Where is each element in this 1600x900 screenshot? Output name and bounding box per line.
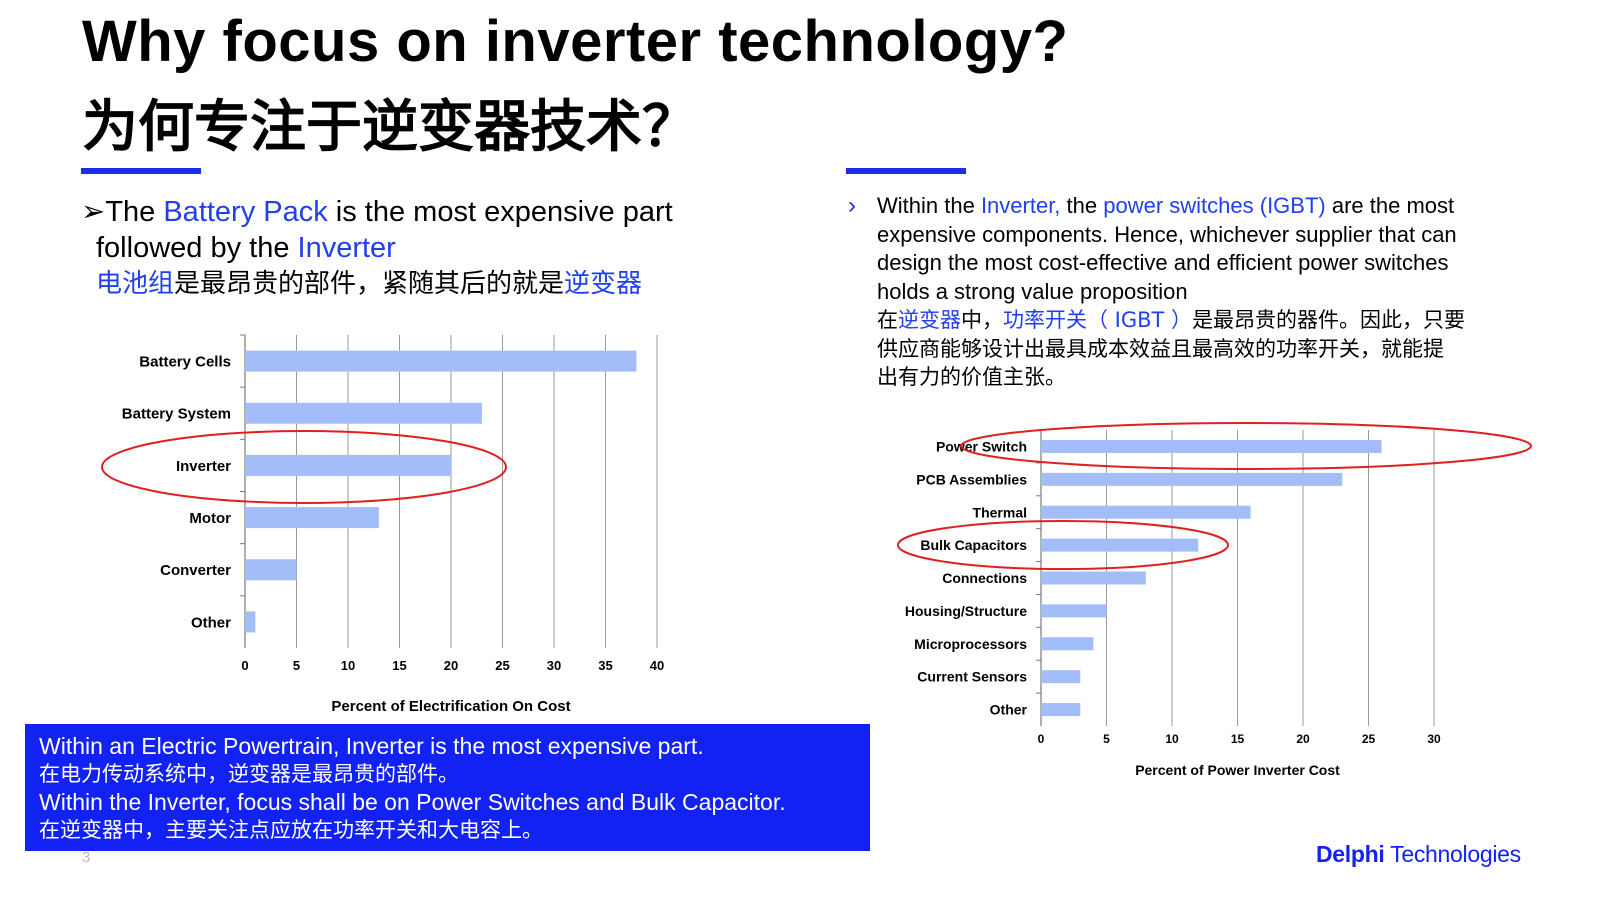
x-tick-label: 35 <box>598 658 612 673</box>
category-label: Battery Cells <box>139 353 231 370</box>
left-bullet-text-3: followed by the <box>96 232 298 264</box>
category-label: Current Sensors <box>917 669 1027 685</box>
category-label: Other <box>191 614 231 631</box>
x-tick-label: 5 <box>1103 732 1110 746</box>
category-label: Battery System <box>122 406 231 423</box>
page-number: 3 <box>82 849 91 866</box>
x-axis-title: Percent of Electrification On Cost <box>331 698 570 715</box>
bar <box>1041 538 1199 552</box>
summary-line-4: 在逆变器中，主要关注点应放在功率开关和大电容上。 <box>39 818 543 842</box>
summary-box: Within an Electric Powertrain, Inverter … <box>25 724 870 851</box>
bar <box>1041 472 1343 486</box>
right-bullet-zh-1: 在 <box>877 308 898 332</box>
bar <box>245 611 256 633</box>
bullet-chevron-icon: › <box>848 192 856 219</box>
bar <box>245 350 637 372</box>
x-tick-label: 10 <box>1165 732 1179 746</box>
left-bullet-text-2: is the most expensive part <box>327 196 673 228</box>
bar <box>1041 505 1251 519</box>
right-bullet-text-5: design the most cost-effective and effic… <box>877 250 1449 275</box>
x-tick-label: 15 <box>1231 732 1245 746</box>
bullet-arrow-icon: ➢ <box>81 196 106 228</box>
right-bullet-text-2: the <box>1060 193 1104 218</box>
bar <box>1041 439 1382 453</box>
right-bullet-text-1: Within the <box>877 193 981 218</box>
highlight-battery-pack-zh: 电池组 <box>96 269 175 299</box>
bar <box>1041 703 1081 717</box>
category-label: PCB Assemblies <box>916 471 1027 487</box>
right-bullet-zh-2: 中， <box>961 308 1003 332</box>
right-bullet-text: › Within the Inverter, the power switche… <box>848 192 1550 392</box>
bar <box>245 454 451 476</box>
highlight-inverter-zh: 逆变器 <box>564 269 643 299</box>
highlight-power-switches: power switches (IGBT) <box>1103 193 1326 218</box>
x-tick-label: 10 <box>341 658 355 673</box>
x-tick-label: 40 <box>650 658 664 673</box>
highlight-ellipse <box>101 430 507 504</box>
bar <box>245 402 482 424</box>
summary-line-2: 在电力传动系统中，逆变器是最昂贵的部件。 <box>39 762 459 786</box>
right-bullet-text-6: holds a strong value proposition <box>877 278 1188 304</box>
x-tick-label: 30 <box>547 658 561 673</box>
accent-bar-left <box>81 168 201 174</box>
logo-bold: Delphi <box>1316 841 1385 867</box>
highlight-ellipse <box>960 422 1532 470</box>
logo-regular: Technologies <box>1384 841 1521 867</box>
category-label: Housing/Structure <box>905 603 1027 619</box>
highlight-inverter-right: Inverter, <box>980 193 1061 218</box>
left-bullet-text-1: The <box>105 196 164 228</box>
x-tick-label: 0 <box>241 658 248 673</box>
slide-title-en: Why focus on inverter technology? <box>82 9 1069 74</box>
x-tick-label: 15 <box>392 658 406 673</box>
company-logo: Delphi Technologies <box>1316 841 1521 868</box>
bar <box>245 559 297 581</box>
bar <box>1041 571 1146 585</box>
bar <box>245 507 379 529</box>
category-label: Motor <box>189 510 231 527</box>
right-bullet-zh-3: 是最昂贵的器件。因此，只要 <box>1192 308 1466 332</box>
category-label: Inverter <box>176 458 231 475</box>
slide-title-zh: 为何专注于逆变器技术？ <box>82 95 698 160</box>
category-label: Power Switch <box>936 438 1027 454</box>
highlight-ellipse <box>897 520 1229 570</box>
right-bullet-zh-5: 出有力的价值主张。 <box>877 365 1066 389</box>
highlight-inverter: Inverter <box>297 232 396 264</box>
bar <box>1041 670 1081 684</box>
highlight-battery-pack: Battery Pack <box>163 196 328 228</box>
category-label: Thermal <box>973 504 1027 520</box>
category-label: Microprocessors <box>914 636 1027 652</box>
x-axis-title: Percent of Power Inverter Cost <box>1135 762 1340 778</box>
x-tick-label: 25 <box>495 658 509 673</box>
summary-line-1: Within an Electric Powertrain, Inverter … <box>39 733 704 759</box>
x-tick-label: 5 <box>293 658 300 673</box>
x-tick-label: 20 <box>1296 732 1310 746</box>
category-label: Converter <box>160 562 231 579</box>
summary-line-3: Within the Inverter, focus shall be on P… <box>39 789 786 815</box>
left-bullet-zh-text: 是最昂贵的部件，紧随其后的就是 <box>174 269 565 299</box>
category-label: Bulk Capacitors <box>920 537 1027 553</box>
category-label: Connections <box>942 570 1027 586</box>
x-tick-label: 0 <box>1038 732 1045 746</box>
highlight-power-switch-zh: 功率开关（ IGBT ） <box>1003 308 1193 332</box>
x-tick-label: 30 <box>1427 732 1441 746</box>
x-tick-label: 20 <box>444 658 458 673</box>
left-bullet-text: ➢The Battery Pack is the most expensive … <box>81 194 801 302</box>
right-bullet-text-4: expensive components. Hence, whichever s… <box>877 221 1457 247</box>
bar <box>1041 604 1107 618</box>
right-bullet-zh-4: 供应商能够设计出最具成本效益且最高效的功率开关，就能提 <box>877 336 1444 361</box>
highlight-inverter-zh-right: 逆变器 <box>898 308 961 332</box>
accent-bar-right <box>846 168 966 174</box>
x-tick-label: 25 <box>1362 732 1376 746</box>
bar <box>1041 637 1094 651</box>
category-label: Other <box>990 702 1028 718</box>
right-bullet-text-3: are the most <box>1325 193 1455 218</box>
